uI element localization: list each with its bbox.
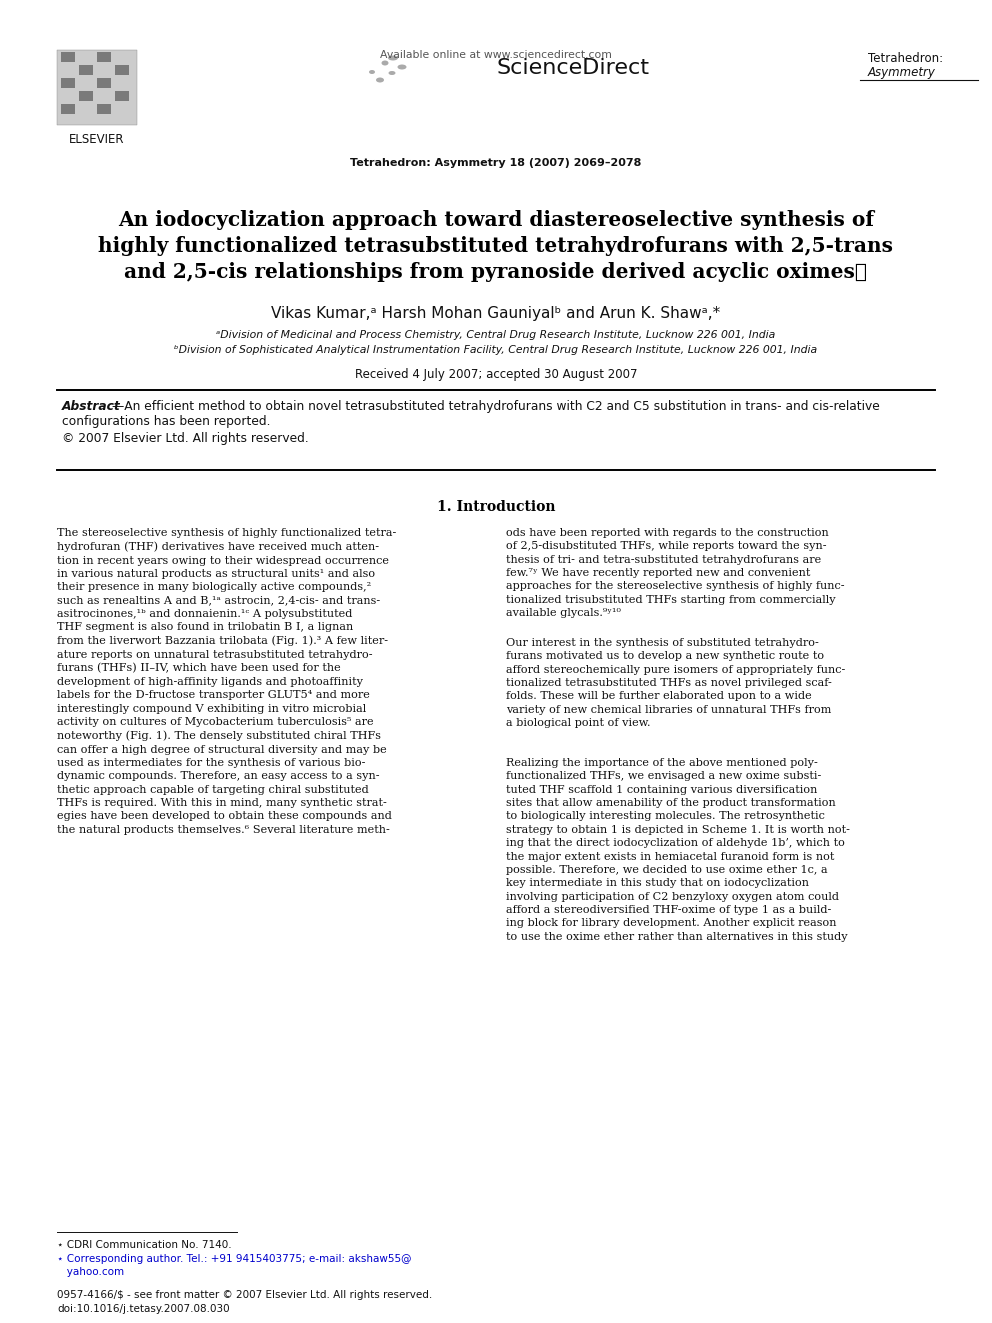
Bar	[57, 50, 137, 124]
Bar	[61, 105, 75, 114]
Text: yahoo.com: yahoo.com	[57, 1267, 124, 1277]
Ellipse shape	[389, 71, 396, 75]
Ellipse shape	[382, 61, 389, 66]
Text: Asymmetry: Asymmetry	[868, 66, 935, 79]
Text: Tetrahedron:: Tetrahedron:	[868, 52, 943, 65]
Text: The stereoselective synthesis of highly functionalized tetra-
hydrofuran (THF) d: The stereoselective synthesis of highly …	[57, 528, 396, 835]
Text: 0957-4166/$ - see front matter © 2007 Elsevier Ltd. All rights reserved.: 0957-4166/$ - see front matter © 2007 El…	[57, 1290, 433, 1301]
Ellipse shape	[369, 70, 375, 74]
Bar	[97, 52, 111, 62]
Text: configurations has been reported.: configurations has been reported.	[62, 415, 271, 429]
Bar	[61, 52, 75, 62]
Bar	[115, 91, 129, 101]
Ellipse shape	[376, 78, 384, 82]
Text: ods have been reported with regards to the construction
of 2,5-disubstituted THF: ods have been reported with regards to t…	[506, 528, 844, 618]
Text: Received 4 July 2007; accepted 30 August 2007: Received 4 July 2007; accepted 30 August…	[355, 368, 637, 381]
Text: © 2007 Elsevier Ltd. All rights reserved.: © 2007 Elsevier Ltd. All rights reserved…	[62, 433, 309, 445]
Text: doi:10.1016/j.tetasy.2007.08.030: doi:10.1016/j.tetasy.2007.08.030	[57, 1304, 229, 1314]
Text: highly functionalized tetrasubstituted tetrahydrofurans with 2,5-trans: highly functionalized tetrasubstituted t…	[98, 235, 894, 255]
Text: Vikas Kumar,ᵃ Harsh Mohan Gauniyalᵇ and Arun K. Shawᵃ,*: Vikas Kumar,ᵃ Harsh Mohan Gauniyalᵇ and …	[272, 306, 720, 321]
Text: ScienceDirect: ScienceDirect	[497, 58, 650, 78]
Text: 1. Introduction: 1. Introduction	[436, 500, 556, 515]
Bar	[97, 78, 111, 89]
Text: ᵇDivision of Sophisticated Analytical Instrumentation Facility, Central Drug Res: ᵇDivision of Sophisticated Analytical In…	[175, 345, 817, 355]
Bar	[79, 65, 93, 75]
Bar	[79, 91, 93, 101]
Bar	[115, 65, 129, 75]
Text: An iodocyclization approach toward diastereoselective synthesis of: An iodocyclization approach toward diast…	[118, 210, 874, 230]
Text: Abstract: Abstract	[62, 400, 121, 413]
Text: —An efficient method to obtain novel tetrasubstituted tetrahydrofurans with C2 a: —An efficient method to obtain novel tet…	[112, 400, 880, 413]
Bar	[61, 78, 75, 89]
Bar	[97, 105, 111, 114]
Text: and 2,5-cis relationships from pyranoside derived acyclic oximes⋆: and 2,5-cis relationships from pyranosid…	[125, 262, 867, 282]
Text: Tetrahedron: Asymmetry 18 (2007) 2069–2078: Tetrahedron: Asymmetry 18 (2007) 2069–20…	[350, 157, 642, 168]
Text: ᵃDivision of Medicinal and Process Chemistry, Central Drug Research Institute, L: ᵃDivision of Medicinal and Process Chemi…	[216, 329, 776, 340]
Text: Realizing the importance of the above mentioned poly-
functionalized THFs, we en: Realizing the importance of the above me…	[506, 758, 850, 942]
Ellipse shape	[398, 65, 407, 70]
Text: ⋆ Corresponding author. Tel.: +91 9415403775; e-mail: akshaw55@: ⋆ Corresponding author. Tel.: +91 941540…	[57, 1254, 412, 1263]
Text: ELSEVIER: ELSEVIER	[69, 134, 125, 146]
Text: Our interest in the synthesis of substituted tetrahydro-
furans motivated us to : Our interest in the synthesis of substit…	[506, 638, 845, 728]
Ellipse shape	[388, 56, 398, 61]
Text: Available online at www.sciencedirect.com: Available online at www.sciencedirect.co…	[380, 50, 612, 60]
Text: ⋆ CDRI Communication No. 7140.: ⋆ CDRI Communication No. 7140.	[57, 1240, 231, 1250]
